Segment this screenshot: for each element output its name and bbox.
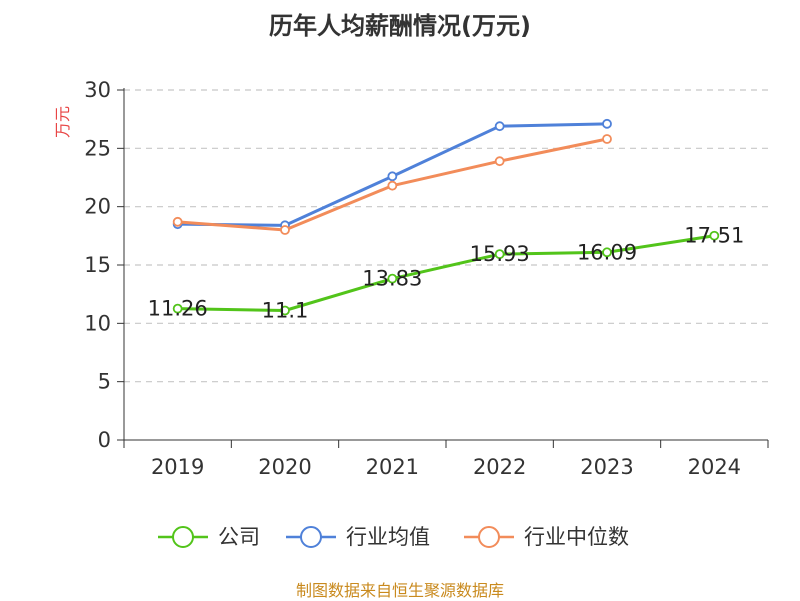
data-point xyxy=(602,134,612,144)
y-tick-label: 30 xyxy=(84,78,111,102)
data-label: 11.1 xyxy=(262,299,309,323)
series-lines xyxy=(172,118,720,316)
legend[interactable]: 公司 行业均值 行业中位数 xyxy=(158,525,629,549)
data-label: 11.26 xyxy=(148,297,208,321)
legend-item[interactable]: 行业均值 xyxy=(286,525,430,549)
y-tick-label: 20 xyxy=(84,195,111,219)
y-tick-label: 25 xyxy=(84,136,111,160)
data-point xyxy=(387,171,398,182)
data-point xyxy=(172,216,183,227)
data-point xyxy=(709,230,720,241)
data-point xyxy=(602,118,612,129)
data-point xyxy=(387,180,398,191)
y-tick-label: 15 xyxy=(84,253,111,277)
legend-marker xyxy=(478,526,500,548)
data-point xyxy=(494,249,505,260)
data-labels: 11.26 11.1 13.83 15.93 16.09 17.51 xyxy=(148,224,745,323)
data-label: 17.51 xyxy=(684,224,744,248)
legend-item[interactable]: 行业中位数 xyxy=(464,525,629,549)
legend-marker xyxy=(172,526,194,548)
source-note: 制图数据来自恒生聚源数据库 xyxy=(295,581,504,600)
x-tick-label: 2022 xyxy=(473,455,526,479)
chart-title: 历年人均薪酬情况(万元) xyxy=(269,12,531,40)
data-point xyxy=(280,305,290,316)
data-point xyxy=(494,156,505,167)
legend-item[interactable]: 公司 xyxy=(158,525,260,549)
legend-label: 行业均值 xyxy=(346,525,430,549)
legend-label: 行业中位数 xyxy=(524,525,629,549)
data-point xyxy=(280,225,290,235)
series-line xyxy=(177,234,715,312)
x-tick-label: 2019 xyxy=(151,455,204,479)
y-tick-label: 5 xyxy=(98,370,111,394)
data-label: 16.09 xyxy=(577,240,637,264)
data-point xyxy=(602,247,612,258)
data-point xyxy=(172,303,183,314)
data-point xyxy=(494,121,505,132)
x-tick-label: 2024 xyxy=(688,455,741,479)
x-tick-label: 2020 xyxy=(258,455,311,479)
data-point xyxy=(387,273,398,284)
legend-label: 公司 xyxy=(218,525,260,549)
axes: 0 5 10 15 20 25 30 2019 2020 2021 2022 2023 2024 万元 xyxy=(53,78,769,479)
x-tick-label: 2023 xyxy=(580,455,633,479)
y-tick-label: 10 xyxy=(84,311,111,335)
y-tick-label: 0 xyxy=(98,428,111,452)
y-axis-title: 万元 xyxy=(53,106,72,138)
data-label: 15.93 xyxy=(470,242,530,266)
grid-lines xyxy=(124,89,768,383)
x-tick-label: 2021 xyxy=(366,455,419,479)
legend-marker xyxy=(300,526,322,548)
data-label: 13.83 xyxy=(362,267,422,291)
